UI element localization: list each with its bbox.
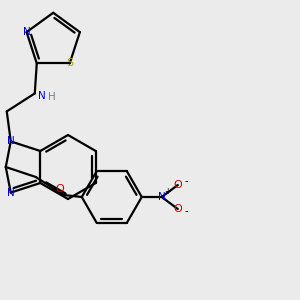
Text: -: -: [184, 176, 188, 186]
Text: H: H: [48, 92, 56, 102]
Text: N: N: [7, 136, 15, 146]
Text: O: O: [56, 184, 64, 194]
Text: N: N: [7, 188, 15, 198]
Text: N: N: [158, 192, 166, 202]
Text: O: O: [173, 180, 182, 190]
Text: O: O: [173, 204, 182, 214]
Text: N: N: [38, 92, 46, 101]
Text: +: +: [165, 188, 171, 196]
Text: -: -: [184, 206, 188, 216]
Text: S: S: [66, 58, 73, 68]
Text: N: N: [23, 27, 31, 37]
